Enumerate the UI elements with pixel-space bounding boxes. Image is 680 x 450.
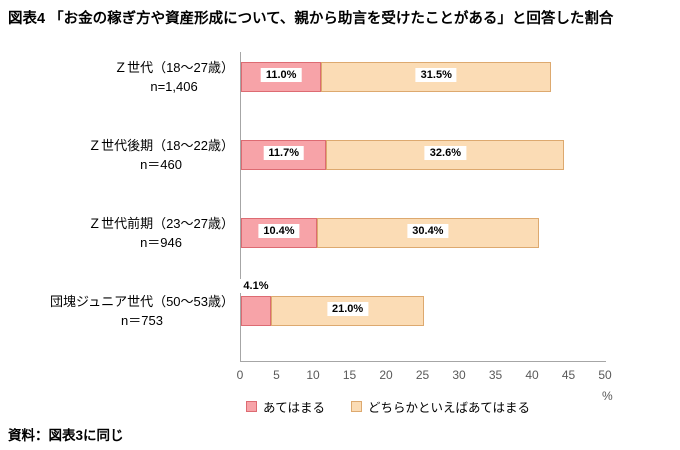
x-tick-label: 30: [452, 368, 466, 382]
x-tick-label: 0: [236, 368, 244, 382]
category-n: n＝460: [140, 157, 182, 172]
chart-title: 図表4 「お金の稼ぎ方や資産形成について、親から助言を受けたことがある」と回答し…: [8, 11, 614, 27]
x-tick-label: 50: [598, 368, 612, 382]
bar-segment-dochiraka: [326, 140, 565, 170]
x-tick-label: 40: [525, 368, 539, 382]
x-tick-label: 5: [273, 368, 280, 382]
source-note: 資料：図表3に同じ: [8, 428, 124, 443]
legend-swatch: [245, 401, 257, 412]
category-n: n=1,406: [150, 79, 198, 94]
category-name: Ｚ世代前期（23〜27歳）: [88, 216, 234, 231]
value-label: 30.4%: [407, 224, 449, 238]
category-label: Ｚ世代後期（18〜22歳） n＝460: [88, 136, 234, 174]
value-label: 11.7%: [263, 146, 304, 160]
x-tick-label: 10: [306, 368, 320, 382]
bar-segment-atehamaru: [241, 296, 271, 326]
legend-item: どちらかといえばあてはまる: [351, 397, 530, 416]
x-tick-label: 45: [561, 368, 576, 382]
category-name: Ｚ世代後期（18〜22歳）: [88, 138, 234, 153]
legend-label: あてはまる: [262, 401, 325, 415]
x-tick-label: 35: [488, 368, 503, 382]
chart-legend: あてはまる どちらかといえばあてはまる: [88, 397, 680, 416]
value-label: 10.4%: [258, 224, 300, 238]
legend-swatch: [351, 401, 362, 412]
plot-axes-frame: [240, 52, 606, 362]
category-name: 団塊ジュニア世代（50〜53歳）: [49, 294, 234, 309]
legend-item: あてはまる: [245, 397, 325, 416]
legend-label: どちらかといえばあてはまる: [368, 401, 531, 415]
category-n: n＝946: [140, 235, 182, 250]
category-name: Ｚ世代（18〜27歳）: [114, 60, 234, 75]
value-label: 31.5%: [415, 68, 457, 82]
category-label: Ｚ世代前期（23〜27歳） n＝946: [88, 214, 234, 252]
category-n: n＝753: [121, 313, 163, 328]
value-label: 4.1%: [238, 279, 274, 293]
value-label: 32.6%: [424, 146, 466, 160]
category-label: Ｚ世代（18〜27歳） n=1,406: [114, 58, 234, 96]
category-label: 団塊ジュニア世代（50〜53歳） n＝753: [50, 292, 234, 330]
value-label: 21.0%: [326, 302, 369, 316]
x-axis-unit-label: %: [602, 389, 613, 403]
x-tick-label: 20: [379, 368, 393, 382]
x-tick-label: 25: [415, 368, 430, 382]
x-tick-label: 15: [342, 368, 357, 382]
value-label: 11.0%: [260, 68, 302, 82]
